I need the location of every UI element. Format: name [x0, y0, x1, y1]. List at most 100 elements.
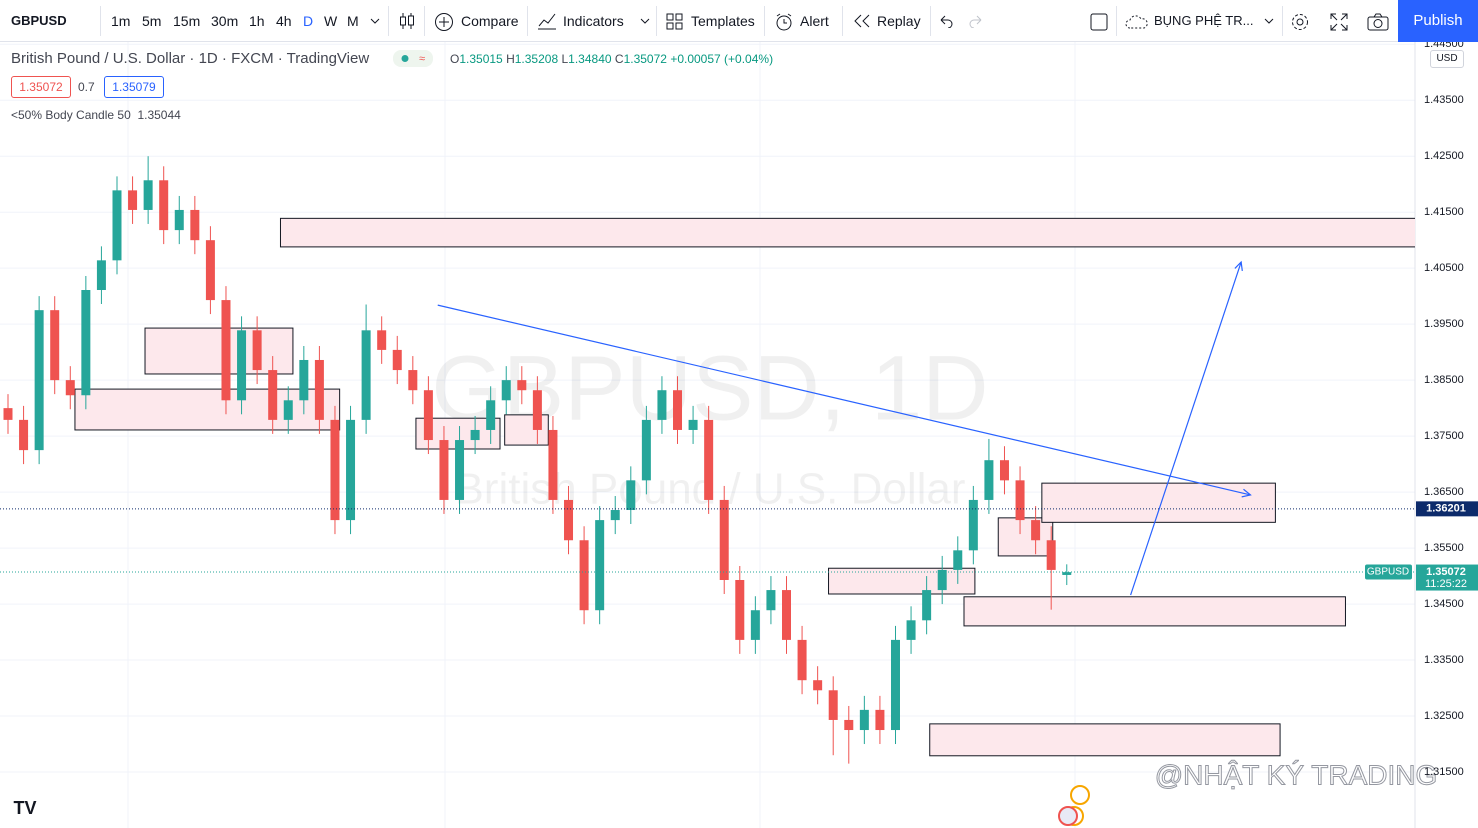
templates-icon[interactable] — [666, 13, 683, 30]
countdown: 11:25:22 — [1425, 578, 1467, 590]
interval[interactable]: 15m — [173, 13, 201, 29]
candle-body — [704, 419, 714, 500]
candle-body — [922, 590, 932, 621]
candle-body — [953, 550, 963, 570]
candle-body — [937, 569, 947, 591]
replay-icon[interactable] — [853, 14, 871, 28]
fullscreen-icon[interactable] — [1330, 13, 1348, 31]
separator — [656, 6, 657, 36]
alert-icon[interactable] — [774, 12, 794, 32]
ohlc-label: C — [614, 52, 624, 66]
indicators-icon[interactable] — [537, 12, 557, 30]
chevron[interactable] — [640, 16, 650, 26]
candle-body — [330, 419, 340, 521]
candle-body — [501, 380, 511, 401]
y-tick-label: 1.35500 — [1424, 542, 1464, 554]
candle-body — [299, 359, 309, 401]
indicators-button[interactable]: Indicators — [563, 13, 624, 29]
separator — [388, 6, 389, 36]
zone — [279, 217, 1415, 248]
candle-body — [1031, 520, 1041, 541]
replay-button[interactable]: Replay — [877, 13, 921, 29]
interval[interactable]: 1h — [249, 13, 265, 29]
event-icon[interactable] — [1058, 806, 1078, 826]
chevron[interactable] — [1264, 16, 1274, 26]
ohlc-label: O — [450, 52, 460, 66]
candle-body — [361, 330, 371, 420]
candle-body — [797, 639, 807, 681]
candle-body — [890, 639, 900, 731]
compare-icon[interactable] — [434, 12, 454, 32]
candle-body — [392, 349, 402, 371]
symbol[interactable]: GBPUSD — [11, 13, 67, 28]
candle-body — [283, 400, 293, 420]
candle-body — [859, 709, 869, 731]
compare-button[interactable]: Compare — [461, 13, 519, 29]
interval[interactable]: 4h — [276, 13, 292, 29]
layout-name[interactable]: BỤNG PHỆ TR... — [1154, 13, 1254, 28]
sell-price[interactable]: 1.35072 — [11, 76, 71, 98]
interval[interactable]: D — [303, 13, 314, 29]
interval[interactable]: W — [324, 13, 338, 29]
candle-body — [1015, 480, 1025, 521]
buy-price[interactable]: 1.35079 — [104, 76, 164, 98]
alert-button[interactable]: Alert — [800, 13, 829, 29]
interval[interactable]: 30m — [211, 13, 239, 29]
settings-icon[interactable] — [1290, 12, 1310, 32]
change-pct: (+0.04%) — [724, 52, 774, 66]
currency-select[interactable]: USD — [1430, 50, 1464, 68]
separator — [842, 6, 843, 36]
separator — [764, 6, 765, 36]
interval[interactable]: 5m — [142, 13, 162, 29]
zone — [1041, 482, 1276, 523]
candle-body — [673, 390, 683, 430]
candle-body — [470, 429, 480, 441]
candle-body — [782, 590, 791, 640]
candle-body — [999, 460, 1009, 481]
candle-body — [221, 300, 231, 401]
candle-body — [159, 180, 169, 231]
candle-body — [408, 370, 418, 391]
candle-body — [128, 190, 138, 210]
candle-body — [1062, 572, 1072, 575]
publish-button[interactable]: Publish — [1398, 0, 1478, 42]
legend-title: British Pound / U.S. Dollar · 1D · FXCM … — [11, 50, 370, 67]
candle-body — [610, 510, 620, 521]
candle-body — [112, 190, 122, 261]
chevron[interactable] — [370, 16, 380, 26]
y-tick-label: 1.38500 — [1424, 374, 1464, 386]
candle-body — [595, 520, 605, 611]
indicator-value: 1.35044 — [137, 108, 181, 122]
credit: @NHẬT KÝ TRADING — [1155, 759, 1438, 790]
cloud-icon[interactable] — [1124, 14, 1150, 30]
candle-body — [626, 480, 636, 511]
undo-redo[interactable] — [938, 14, 984, 28]
status-pill: ≈ — [393, 50, 433, 67]
candle-body — [532, 390, 542, 430]
candle-body — [205, 240, 215, 301]
candle-body — [237, 330, 247, 401]
candle-body — [190, 209, 200, 241]
snapshot-icon[interactable] — [1367, 13, 1389, 31]
price-label: 1.36201 — [1426, 503, 1466, 515]
ohlc-value: 1.35208 — [514, 52, 559, 66]
zone — [963, 596, 1346, 627]
templates-button[interactable]: Templates — [691, 13, 755, 29]
layout-icon[interactable] — [1090, 13, 1108, 31]
interval[interactable]: M — [347, 13, 359, 29]
candle-icon[interactable] — [398, 12, 416, 30]
separator — [1282, 6, 1283, 36]
y-tick-label: 1.34500 — [1424, 598, 1464, 610]
candle-body — [314, 359, 324, 420]
ohlc-value: 1.34840 — [568, 52, 612, 66]
candle-body — [688, 419, 698, 430]
svg-text:≈: ≈ — [419, 53, 425, 65]
y-tick-label: 1.41500 — [1424, 206, 1464, 218]
candle-body — [439, 440, 449, 500]
event-icon[interactable] — [1070, 785, 1090, 805]
indicator-legend: <50% Body Candle 50 1.35044 — [11, 108, 181, 122]
candle-body — [813, 680, 823, 691]
interval[interactable]: 1m — [111, 13, 131, 29]
